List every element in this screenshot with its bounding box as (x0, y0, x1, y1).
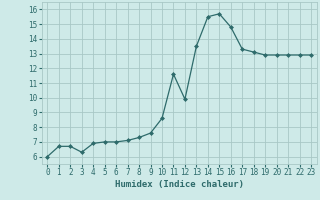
X-axis label: Humidex (Indice chaleur): Humidex (Indice chaleur) (115, 180, 244, 189)
